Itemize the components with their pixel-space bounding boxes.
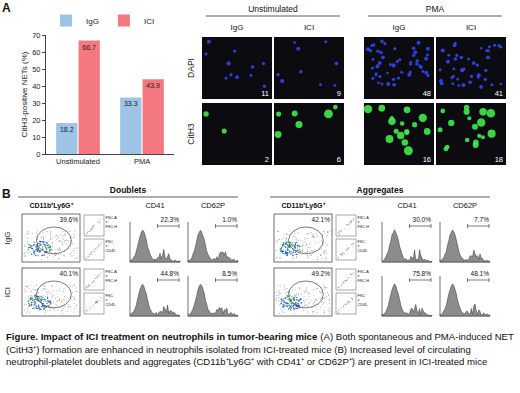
svg-text:CD45: CD45 — [358, 249, 368, 253]
svg-text:v: v — [105, 298, 108, 303]
svg-text:ICI: ICI — [466, 23, 476, 32]
svg-text:CD62P: CD62P — [453, 201, 477, 210]
svg-text:CD41: CD41 — [145, 201, 164, 210]
svg-text:50: 50 — [32, 65, 40, 74]
svg-text:Unstimulated: Unstimulated — [56, 157, 100, 166]
svg-text:39.6%: 39.6% — [60, 216, 79, 223]
svg-text:70: 70 — [32, 31, 40, 40]
svg-text:v: v — [105, 244, 108, 249]
svg-text:CD45: CD45 — [358, 303, 368, 307]
html-text:Figure. Impact of ICI treatmen: Figure. Impact of ICI treatment on neutr… — [6, 331, 514, 368]
svg-text:9: 9 — [337, 89, 341, 98]
svg-text:7.7%: 7.7% — [474, 216, 489, 223]
svg-text:v: v — [357, 274, 360, 279]
svg-text:IgG: IgG — [393, 23, 406, 32]
svg-text:10: 10 — [32, 133, 40, 142]
svg-text:22.3%: 22.3% — [161, 216, 180, 223]
svg-text:2: 2 — [265, 155, 269, 164]
svg-text:Unstimulated: Unstimulated — [248, 4, 298, 14]
svg-text:42.1%: 42.1% — [312, 216, 331, 223]
svg-text:FSC-H: FSC-H — [358, 279, 370, 283]
svg-text:FSC: FSC — [357, 240, 366, 244]
svg-text:DAPI: DAPI — [186, 58, 196, 78]
svg-text:41: 41 — [495, 89, 503, 98]
svg-text:FSC-A: FSC-A — [105, 216, 117, 220]
svg-text:v: v — [105, 220, 108, 225]
svg-text:IgG: IgG — [231, 23, 244, 32]
svg-text:48.1%: 48.1% — [471, 270, 490, 277]
svg-text:PMA: PMA — [426, 4, 445, 14]
svg-text:CD62P: CD62P — [201, 201, 225, 210]
svg-text:CitH3: CitH3 — [186, 123, 196, 145]
svg-text:18: 18 — [495, 155, 503, 164]
svg-text:0: 0 — [36, 150, 40, 159]
svg-text:IgG: IgG — [3, 232, 12, 245]
svg-text:8.5%: 8.5% — [222, 270, 237, 277]
svg-text:v: v — [357, 298, 360, 303]
svg-text:PMA: PMA — [134, 157, 150, 166]
svg-text:1.0%: 1.0% — [222, 216, 237, 223]
svg-text:FSC-H: FSC-H — [106, 279, 118, 283]
svg-text:44.8%: 44.8% — [161, 270, 180, 277]
svg-text:v: v — [105, 274, 108, 279]
svg-text:20: 20 — [32, 116, 40, 125]
svg-text:v: v — [357, 220, 360, 225]
svg-text:FSC-H: FSC-H — [106, 225, 118, 229]
svg-text:FSC-H: FSC-H — [358, 225, 370, 229]
svg-text:Doublets: Doublets — [110, 185, 147, 195]
svg-text:40: 40 — [32, 82, 40, 91]
svg-text:A: A — [2, 1, 11, 15]
svg-text:30.0%: 30.0% — [413, 216, 432, 223]
svg-text:CitH3-positive NETs (%): CitH3-positive NETs (%) — [20, 51, 29, 137]
svg-text:66.7: 66.7 — [82, 44, 96, 51]
svg-text:FSC-A: FSC-A — [105, 270, 117, 274]
svg-text:v: v — [357, 244, 360, 249]
svg-text:16: 16 — [423, 155, 431, 164]
svg-text:6: 6 — [337, 155, 341, 164]
svg-text:60: 60 — [32, 48, 40, 57]
svg-text:Aggregates: Aggregates — [357, 185, 404, 195]
svg-text:ICI: ICI — [304, 23, 314, 32]
svg-text:33.3: 33.3 — [124, 100, 138, 107]
svg-text:CD41: CD41 — [397, 201, 416, 210]
svg-text:FSC-A: FSC-A — [357, 216, 369, 220]
svg-text:FSC: FSC — [105, 294, 114, 298]
svg-text:ICI: ICI — [144, 17, 154, 26]
svg-text:CD45: CD45 — [106, 249, 116, 253]
svg-text:FSC: FSC — [105, 240, 114, 244]
svg-text:FSC-A: FSC-A — [357, 270, 369, 274]
svg-text:CD45: CD45 — [106, 303, 116, 307]
svg-text:ICI: ICI — [3, 287, 12, 297]
svg-text:18.2: 18.2 — [60, 126, 74, 133]
svg-text:30: 30 — [32, 99, 40, 108]
svg-text:FSC: FSC — [357, 294, 366, 298]
svg-text:11: 11 — [261, 89, 269, 98]
svg-text:40.1%: 40.1% — [60, 270, 79, 277]
svg-text:IgG: IgG — [86, 17, 99, 26]
svg-text:49.2%: 49.2% — [312, 270, 331, 277]
svg-text:B: B — [2, 187, 11, 201]
svg-text:CD11b⁺Ly6G⁺: CD11b⁺Ly6G⁺ — [281, 202, 325, 210]
svg-text:48: 48 — [423, 89, 431, 98]
svg-text:CD11b⁺Ly6G⁺: CD11b⁺Ly6G⁺ — [29, 202, 73, 210]
svg-text:75.8%: 75.8% — [413, 270, 432, 277]
svg-text:43.9: 43.9 — [146, 82, 160, 89]
